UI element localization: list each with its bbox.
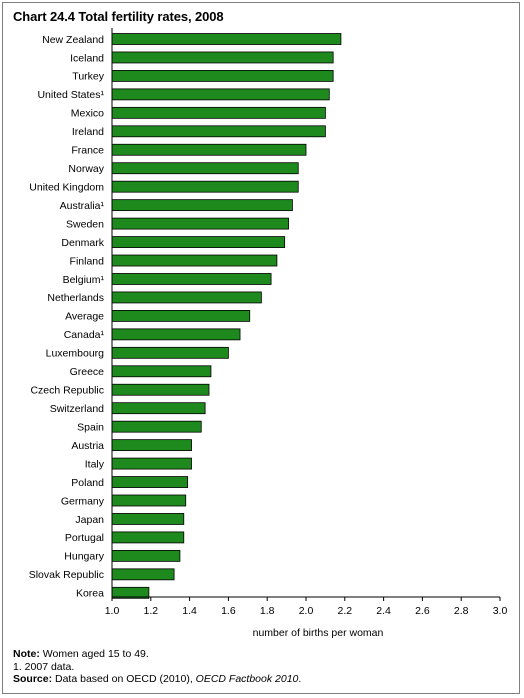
bar xyxy=(111,420,202,433)
chart-notes: Note: Women aged 15 to 49. 1. 2007 data.… xyxy=(13,648,301,686)
bar xyxy=(111,217,289,230)
bar xyxy=(111,143,307,156)
category-label: Ireland xyxy=(72,126,104,138)
chart-title: Chart 24.4 Total fertility rates, 2008 xyxy=(13,9,224,24)
bar xyxy=(111,439,192,452)
footnote-line: 1. 2007 data. xyxy=(13,660,75,673)
source-publication: OECD Factbook 2010 xyxy=(195,673,299,685)
category-label: Norway xyxy=(68,163,104,175)
category-label: Denmark xyxy=(61,237,104,249)
category-label: Italy xyxy=(85,458,105,470)
category-label: Canada¹ xyxy=(64,329,105,341)
bar xyxy=(111,51,334,64)
source-text: Data based on OECD (2010), xyxy=(52,673,196,685)
bar xyxy=(111,125,326,138)
bar xyxy=(111,162,299,175)
bar xyxy=(111,328,241,341)
category-label: Poland xyxy=(71,477,104,489)
x-tick-label: 2.8 xyxy=(454,605,469,617)
bar xyxy=(111,273,272,285)
x-axis-label: number of births per woman xyxy=(253,627,384,639)
bar xyxy=(111,70,334,82)
bar xyxy=(111,457,192,470)
note-text: Women aged 15 to 49. xyxy=(39,648,149,660)
bar xyxy=(111,402,206,415)
source-end: . xyxy=(298,673,302,685)
x-tick-label: 1.0 xyxy=(105,605,120,617)
category-label: Hungary xyxy=(64,551,104,563)
source-label: Source: xyxy=(13,673,53,685)
bar xyxy=(111,531,185,544)
category-label: Slovak Republic xyxy=(29,569,104,581)
category-label: Average xyxy=(65,311,104,323)
bar xyxy=(111,568,175,581)
bar xyxy=(111,88,330,101)
category-label: Finland xyxy=(70,255,105,267)
bar xyxy=(111,254,278,267)
category-label: Austria xyxy=(71,440,104,452)
bar xyxy=(111,476,189,488)
category-label: Switzerland xyxy=(50,403,104,415)
category-label: New Zealand xyxy=(42,34,104,46)
bar xyxy=(111,291,262,304)
category-label: United Kingdom xyxy=(29,181,104,193)
bar xyxy=(111,549,181,562)
note-label: Note: xyxy=(13,648,40,660)
bar xyxy=(111,383,210,396)
bar xyxy=(111,106,326,119)
bar xyxy=(111,346,229,359)
category-label: Japan xyxy=(75,514,104,526)
x-tick-label: 2.4 xyxy=(376,605,391,617)
category-label: France xyxy=(71,145,104,157)
source-line: Source: Data based on OECD (2010), OECD … xyxy=(13,673,301,686)
category-label: Mexico xyxy=(71,108,104,120)
category-label: Korea xyxy=(76,588,104,600)
category-label: Turkey xyxy=(72,71,104,83)
bar xyxy=(111,236,286,248)
bar xyxy=(111,365,212,378)
bar xyxy=(111,33,342,45)
bar xyxy=(111,199,293,212)
x-tick-label: 2.0 xyxy=(299,605,314,617)
category-label: Sweden xyxy=(66,218,104,230)
x-tick-label: 1.4 xyxy=(182,605,197,617)
x-tick-label: 2.6 xyxy=(415,605,430,617)
bar xyxy=(111,494,187,507)
x-tick-label: 1.2 xyxy=(143,605,158,617)
note-line: Note: Women aged 15 to 49. xyxy=(13,648,301,661)
x-tick-label: 3.0 xyxy=(493,605,508,617)
category-label: Greece xyxy=(70,366,105,378)
category-label: Spain xyxy=(77,421,104,433)
x-tick-label: 2.2 xyxy=(337,605,352,617)
category-label: United States¹ xyxy=(37,89,104,101)
category-label: Iceland xyxy=(70,52,104,64)
bar xyxy=(111,513,185,525)
category-labels: New Zealand Iceland Turkey United States¹ Me… xyxy=(29,34,105,600)
bar xyxy=(111,180,299,193)
category-label: Australia¹ xyxy=(60,200,105,212)
category-label: Germany xyxy=(61,495,105,507)
x-tick-label: 1.6 xyxy=(221,605,236,617)
x-tick-label: 1.8 xyxy=(260,605,275,617)
category-label: Belgium¹ xyxy=(63,274,105,286)
x-axis: 1.0 1.2 1.4 1.6 1.8 2.0 2.2 2.4 2.6 2.8 3.0 xyxy=(105,28,508,617)
bar xyxy=(111,309,251,322)
category-label: Portugal xyxy=(65,532,104,544)
category-label: Netherlands xyxy=(47,292,104,304)
category-label: Czech Republic xyxy=(30,385,104,397)
category-label: Luxembourg xyxy=(46,348,105,360)
bars-group xyxy=(111,33,342,599)
